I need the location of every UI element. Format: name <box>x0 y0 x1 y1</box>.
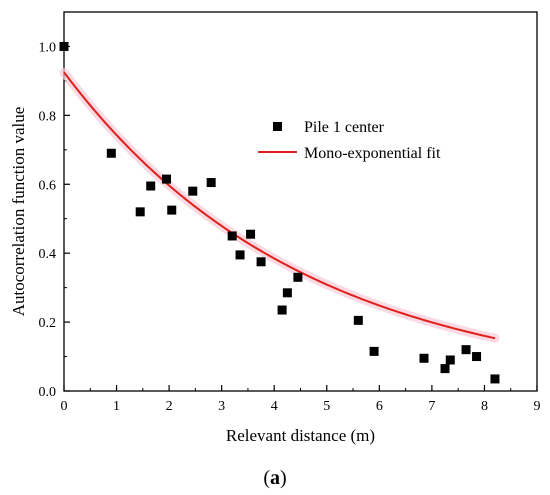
data-point <box>59 41 69 51</box>
x-tick-label: 6 <box>376 399 383 414</box>
fit-curve <box>63 71 496 340</box>
y-axis-title: Autocorrelation function value <box>9 107 28 317</box>
fit-confidence-band <box>59 67 500 343</box>
x-tick-label: 4 <box>271 399 278 414</box>
x-tick-label: 3 <box>218 399 225 414</box>
data-point <box>282 288 292 298</box>
x-tick-label: 7 <box>428 399 435 414</box>
y-tick-label: 0.6 <box>39 178 57 193</box>
data-point <box>161 174 171 184</box>
legend-label-pile-1-center: Pile 1 center <box>304 119 385 136</box>
legend-label-mono-exponential-fit: Mono-exponential fit <box>304 145 441 162</box>
data-point <box>440 364 450 374</box>
y-axis-ticks: 0.0 0.2 0.4 0.6 0.8 1.0 <box>39 11 70 400</box>
caption-paren: ( <box>263 467 270 489</box>
data-point <box>246 229 256 239</box>
data-point <box>472 352 482 362</box>
x-tick-label: 9 <box>534 399 541 414</box>
x-tick-label: 0 <box>61 399 68 414</box>
y-tick-label: 0.4 <box>39 247 57 262</box>
data-point <box>293 272 303 282</box>
x-tick-label: 2 <box>166 399 173 414</box>
caption-letter: a <box>270 467 280 489</box>
x-tick-label: 5 <box>323 399 330 414</box>
fit-curve-layer <box>59 67 500 343</box>
x-tick-label: 8 <box>481 399 488 414</box>
data-point <box>227 231 237 241</box>
data-points-layer <box>59 41 500 384</box>
data-point <box>353 315 363 325</box>
data-point <box>235 250 245 260</box>
figure-caption: (a) <box>263 467 286 489</box>
data-point <box>146 181 156 191</box>
data-point <box>445 355 455 365</box>
data-point <box>490 374 500 384</box>
data-point <box>188 186 198 196</box>
data-point <box>167 205 177 215</box>
x-axis-ticks: 0 1 2 3 4 5 6 7 8 9 <box>61 385 541 414</box>
data-point <box>461 345 471 355</box>
data-point <box>206 178 216 188</box>
data-point <box>135 207 145 217</box>
legend: Pile 1 center Mono-exponential fit <box>258 119 441 162</box>
data-point <box>106 148 116 158</box>
data-point <box>369 346 379 356</box>
data-point <box>419 353 429 363</box>
data-point <box>256 257 266 267</box>
legend-marker-pile-1-center <box>273 122 282 131</box>
y-tick-label: 1.0 <box>39 40 57 55</box>
x-tick-label: 1 <box>113 399 120 414</box>
y-tick-label: 0.0 <box>39 385 57 400</box>
caption-paren: ) <box>280 467 287 489</box>
y-tick-label: 0.2 <box>39 316 57 331</box>
x-axis-title: Relevant distance (m) <box>226 426 375 445</box>
data-point <box>277 305 287 315</box>
y-tick-label: 0.8 <box>39 109 57 124</box>
